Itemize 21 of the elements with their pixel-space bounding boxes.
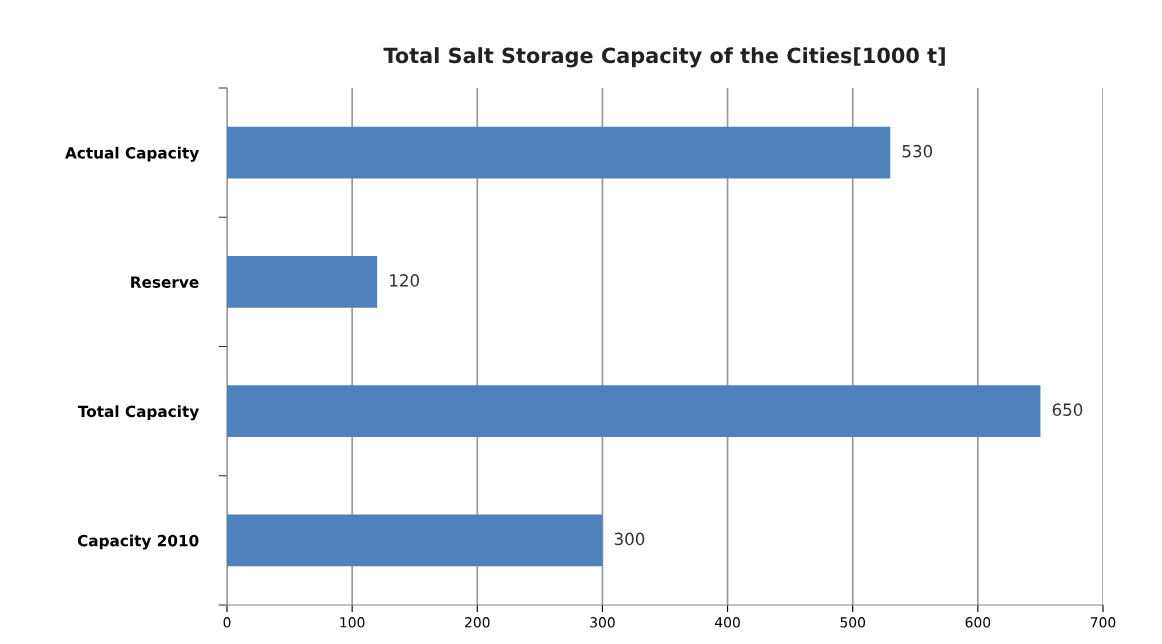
bar <box>227 514 603 567</box>
x-tick-label: 200 <box>465 617 490 628</box>
data-label: 300 <box>614 532 645 546</box>
x-tick-label: 500 <box>840 617 866 628</box>
x-tick-label: 400 <box>715 617 740 628</box>
bar <box>227 385 1041 437</box>
data-label: 120 <box>390 274 419 287</box>
y-tick-label: Reserve <box>131 276 199 288</box>
y-tick-label: Actual Capacity <box>65 146 199 162</box>
y-tick-label: Total Capacity <box>77 405 199 421</box>
data-label: 530 <box>902 144 933 158</box>
x-tick-label: 600 <box>965 617 991 628</box>
y-tick-label: Capacity 2010 <box>77 534 199 550</box>
x-tick-label: 100 <box>340 617 365 628</box>
chart-title: Total Salt Storage Capacity of the Cities[1000 t] <box>383 47 945 68</box>
x-tick-label: 0 <box>223 617 231 628</box>
x-tick-label: 700 <box>1090 617 1116 628</box>
x-tick-label: 300 <box>590 617 615 628</box>
data-label: 650 <box>1052 403 1083 416</box>
bar <box>227 126 891 179</box>
bar <box>227 256 378 308</box>
